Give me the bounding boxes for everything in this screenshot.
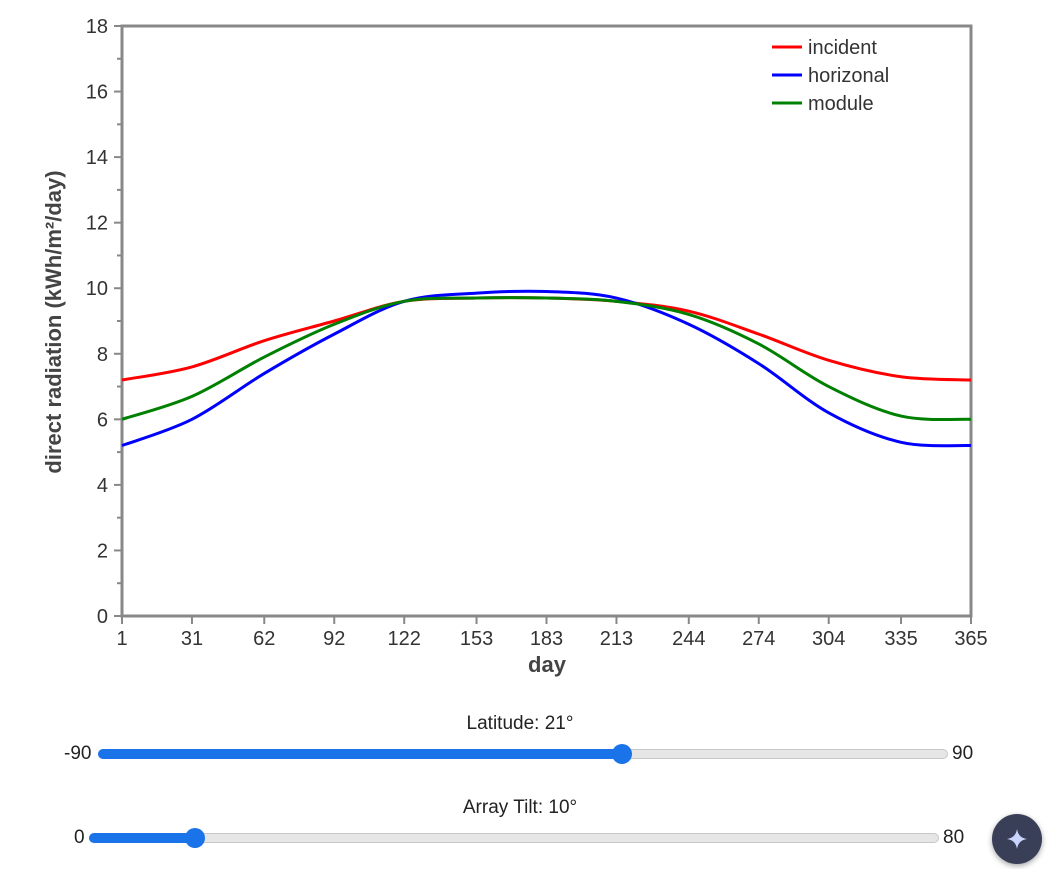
latitude-label: Latitude: 21°: [466, 713, 574, 734]
y-tick-label: 2: [97, 540, 108, 562]
x-tick-label: 122: [388, 628, 421, 650]
sparkle-icon: [1007, 829, 1027, 849]
x-tick-label: 274: [742, 628, 775, 650]
plot-area: [120, 24, 973, 618]
x-tick-label: 335: [884, 628, 917, 650]
x-axis: 1 31 62 92 122 153 183 213 244 274 304 335 365: [116, 616, 988, 650]
x-tick-label: 183: [530, 628, 563, 650]
y-axis: 0 2 4 6 8 10 12 14 16 18: [86, 16, 122, 628]
x-tick-label: 1: [116, 628, 127, 650]
series-lines: [121, 289, 972, 448]
x-tick-label: 153: [460, 628, 493, 650]
y-tick-label: 16: [86, 82, 108, 104]
legend-label-incident: incident: [808, 37, 877, 59]
y-axis-title: direct radiation (kWh/m²/day): [41, 170, 66, 473]
y-tick-label: 12: [86, 213, 108, 235]
tilt-slider-fill: [89, 833, 196, 843]
y-tick-label: 10: [86, 278, 108, 300]
x-tick-label: 304: [812, 628, 845, 650]
x-axis-title: day: [528, 652, 567, 677]
tilt-slider-thumb[interactable]: [185, 828, 206, 848]
y-tick-label: 8: [97, 344, 108, 366]
tilt-slider-track[interactable]: [89, 833, 939, 843]
y-tick-label: 4: [97, 475, 108, 497]
tilt-label: Array Tilt: 10°: [462, 797, 578, 818]
x-tick-label: 213: [600, 628, 633, 650]
legend-label-horizonal: horizonal: [808, 65, 889, 87]
series-line-module: [121, 296, 972, 422]
x-tick-label: 365: [954, 628, 987, 650]
latitude-min-label: -90: [64, 743, 92, 764]
y-tick-label: 6: [97, 409, 108, 431]
tilt-slider-block: Array Tilt: 10° 0 80: [0, 794, 1055, 854]
legend-label-module: module: [808, 93, 874, 115]
latitude-slider-fill: [98, 749, 623, 759]
x-tick-label: 244: [672, 628, 705, 650]
series-line-horizonal: [121, 289, 972, 448]
radiation-chart: 0 2 4 6 8 10 12 14 16 18 1 31 62 92 122 153 183 213 244 27…: [41, 16, 988, 677]
x-tick-label: 92: [323, 628, 345, 650]
x-tick-label: 62: [253, 628, 275, 650]
y-tick-label: 18: [86, 16, 108, 38]
latitude-slider-thumb[interactable]: [612, 744, 633, 764]
latitude-max-label: 90: [952, 743, 974, 764]
assistant-button[interactable]: [992, 814, 1042, 864]
y-tick-label: 0: [97, 606, 108, 628]
tilt-max-label: 80: [943, 827, 965, 848]
y-tick-label: 14: [86, 147, 108, 169]
latitude-slider-block: Latitude: 21° -90 90: [0, 710, 1055, 770]
tilt-min-label: 0: [74, 827, 85, 848]
legend: incident horizonal module: [772, 37, 889, 115]
x-tick-label: 31: [181, 628, 203, 650]
